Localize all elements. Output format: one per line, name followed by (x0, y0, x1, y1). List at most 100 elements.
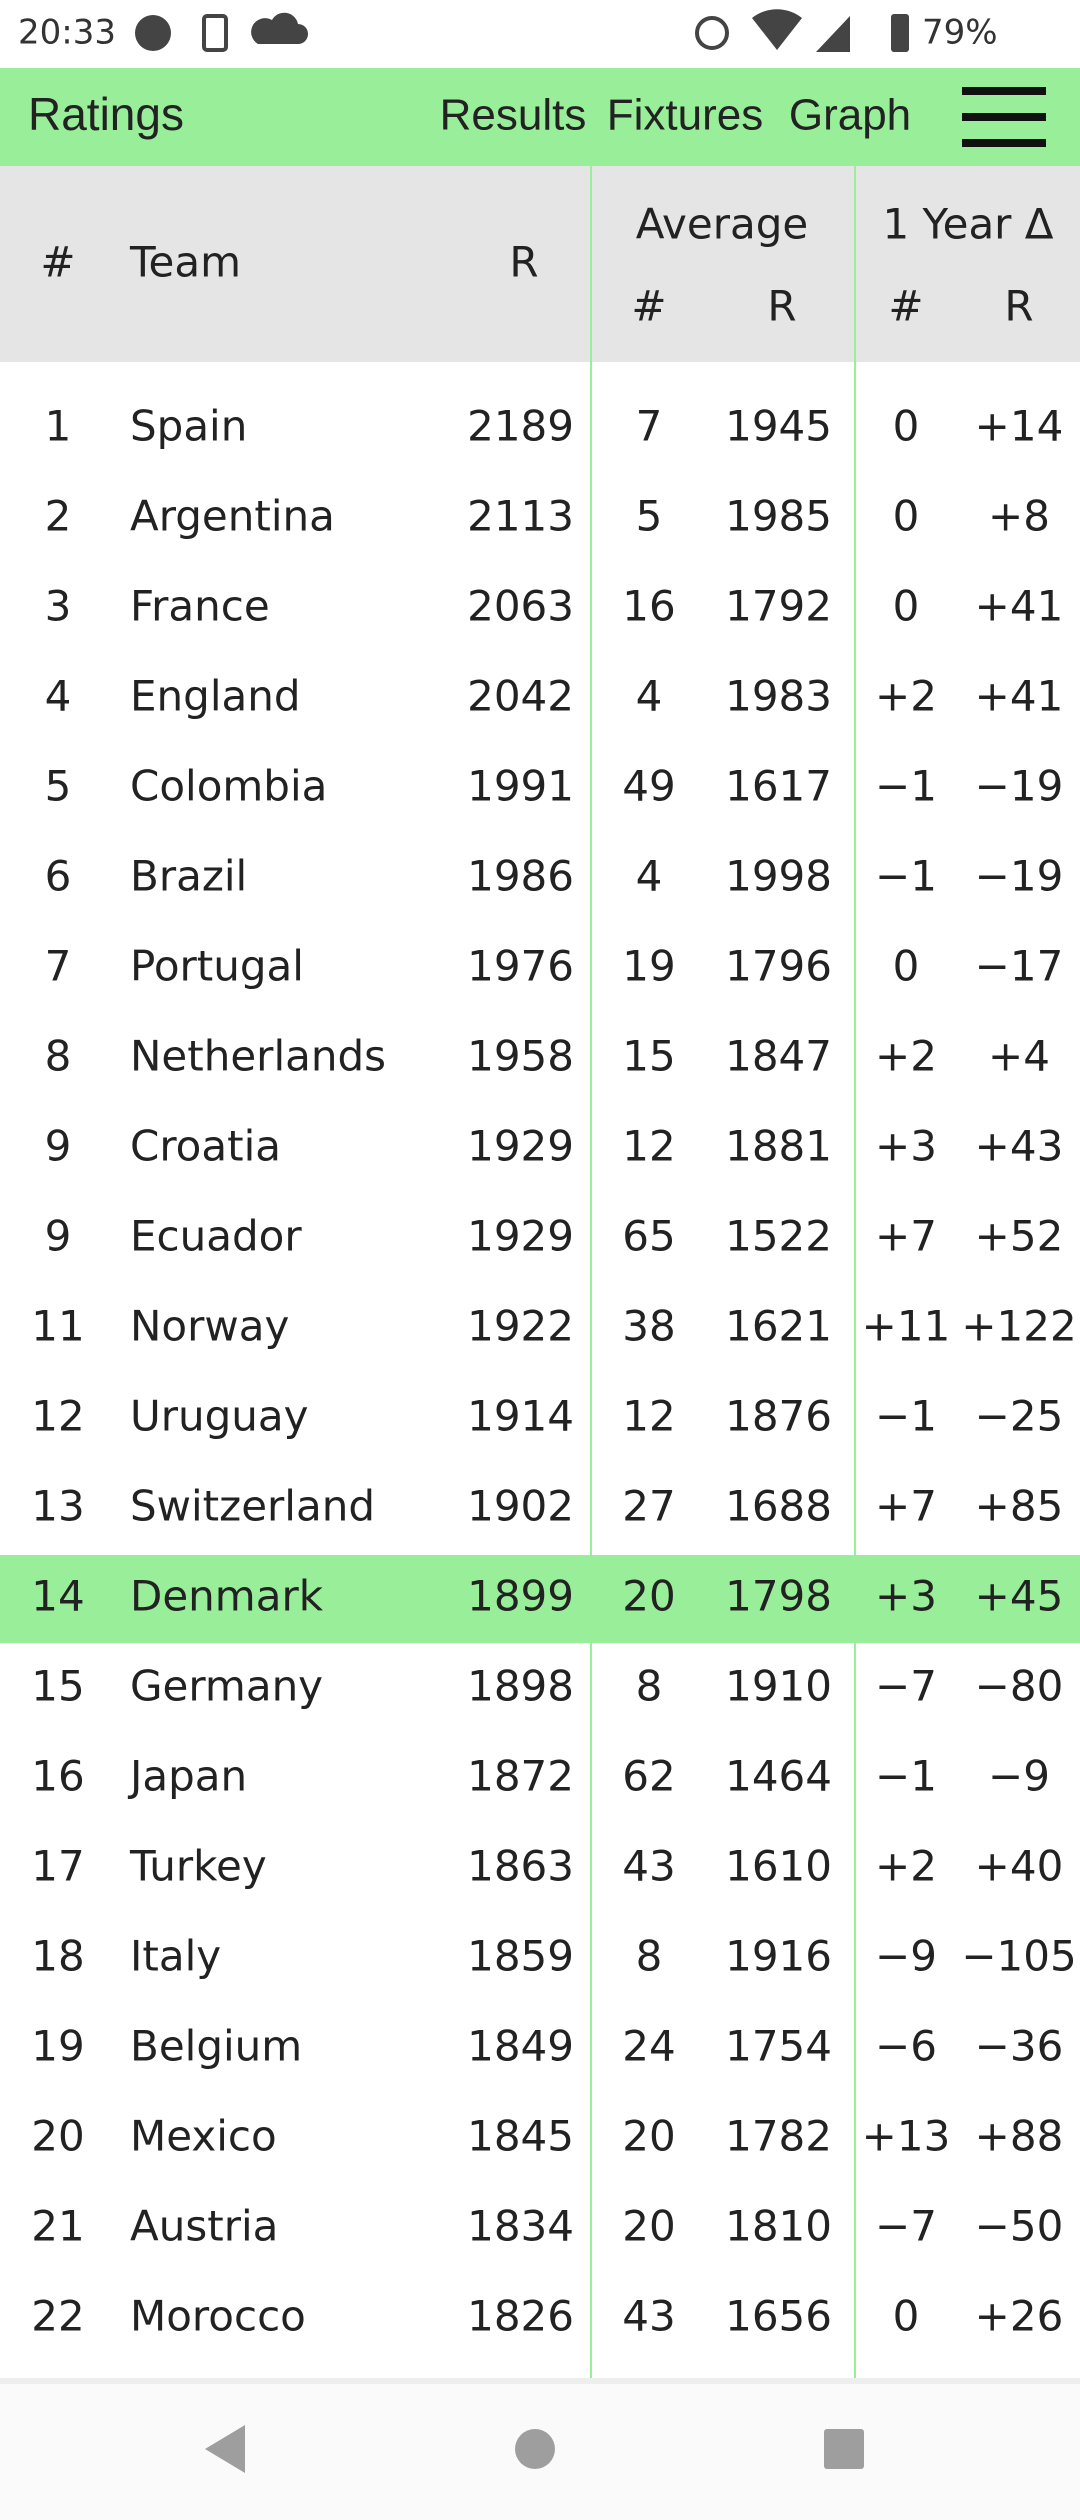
year-rating-change: −25 (975, 1392, 1064, 1441)
avg-rank: 4 (636, 852, 663, 901)
home-button[interactable] (515, 2429, 555, 2469)
rating: 1902 (467, 1482, 574, 1531)
team: Japan (127, 1752, 247, 1801)
avg-rating: 1985 (725, 492, 832, 541)
wifi-icon (752, 9, 802, 51)
year-rank-change: +2 (875, 1842, 937, 1891)
rank: 7 (45, 942, 72, 991)
avg-rating: 1522 (725, 1212, 832, 1261)
back-button[interactable] (205, 2425, 245, 2473)
column-header: 1 Year Δ (882, 200, 1053, 249)
avg-rating: 1796 (725, 942, 832, 991)
avg-rank: 43 (622, 1842, 675, 1891)
rank: 5 (45, 762, 72, 811)
table-header (0, 166, 1080, 362)
nav-link[interactable]: Graph (789, 91, 911, 140)
year-rating-change: −105 (961, 1932, 1076, 1981)
rank: 22 (31, 2292, 84, 2341)
year-rank-change: −1 (875, 1392, 937, 1441)
team: Italy (130, 1932, 221, 1981)
avg-rating: 1847 (725, 1032, 832, 1081)
avg-rank: 12 (622, 1122, 675, 1171)
year-rank-change: −7 (875, 2202, 937, 2251)
recents-button[interactable] (824, 2429, 864, 2469)
avg-rating: 1798 (725, 1572, 832, 1621)
year-rank-change: 0 (893, 942, 920, 991)
rating: 1986 (467, 852, 574, 901)
column-header: R (767, 282, 796, 331)
avg-rating: 1810 (725, 2202, 832, 2251)
year-rank-change: 0 (893, 582, 920, 631)
year-rating-change: −19 (975, 852, 1064, 901)
avg-rating: 1881 (725, 1122, 832, 1171)
avg-rating: 1617 (725, 762, 832, 811)
avg-rating: 1998 (725, 852, 832, 901)
year-rating-change: +45 (975, 1572, 1064, 1621)
team: England (130, 672, 301, 721)
team: France (130, 582, 270, 631)
avg-rank: 4 (636, 672, 663, 721)
year-rank-change: +7 (875, 1212, 937, 1261)
avg-rating: 1688 (725, 1482, 832, 1531)
nav-title[interactable]: Ratings (28, 88, 184, 140)
rank: 13 (31, 1482, 84, 1531)
avg-rank: 16 (622, 582, 675, 631)
rating: 1914 (467, 1392, 574, 1441)
year-rank-change: −9 (875, 1932, 937, 1981)
avg-rating: 1983 (725, 672, 832, 721)
year-rating-change: −9 (988, 1752, 1050, 1801)
rank: 3 (45, 582, 72, 631)
team: Morocco (130, 2292, 306, 2341)
team: Croatia (130, 1122, 281, 1171)
rank: 12 (31, 1392, 84, 1441)
rating: 1929 (467, 1212, 574, 1261)
column-header: R (509, 238, 538, 287)
rank: 6 (45, 852, 72, 901)
team: Mexico (130, 2112, 277, 2161)
rating: 1859 (467, 1932, 574, 1981)
avg-rating: 1610 (725, 1842, 832, 1891)
avg-rank: 27 (622, 1482, 675, 1531)
year-rating-change: +43 (975, 1122, 1064, 1171)
column-header: Team (129, 238, 241, 287)
year-rank-change: 0 (893, 402, 920, 451)
avg-rank: 7 (636, 402, 663, 451)
avg-rank: 43 (622, 2292, 675, 2341)
status-icon (202, 14, 228, 52)
menu-button[interactable] (962, 87, 1046, 147)
avg-rank: 8 (636, 1662, 663, 1711)
avg-rank: 20 (622, 2202, 675, 2251)
team: Switzerland (130, 1482, 375, 1531)
year-rating-change: −19 (975, 762, 1064, 811)
rating: 1863 (467, 1842, 574, 1891)
year-rank-change: −1 (875, 852, 937, 901)
team: Uruguay (130, 1392, 309, 1441)
avg-rank: 8 (636, 1932, 663, 1981)
year-rank-change: −6 (875, 2022, 937, 2071)
rating: 1991 (467, 762, 574, 811)
rank: 16 (31, 1752, 84, 1801)
rating: 1872 (467, 1752, 574, 1801)
nav-link[interactable]: Results (440, 91, 587, 140)
nav-link[interactable]: Fixtures (607, 91, 763, 140)
rank: 15 (31, 1662, 84, 1711)
rating: 2113 (467, 492, 574, 541)
column-header: # (631, 282, 666, 331)
team: Ecuador (130, 1212, 302, 1261)
column-header: R (1004, 282, 1033, 331)
signal-icon (816, 16, 850, 52)
year-rank-change: 0 (893, 492, 920, 541)
team: Norway (130, 1302, 289, 1351)
status-icon (251, 12, 308, 44)
rank: 9 (45, 1212, 72, 1261)
year-rank-change: −1 (875, 762, 937, 811)
status-icon (135, 15, 171, 51)
year-rating-change: +52 (975, 1212, 1064, 1261)
rank: 19 (31, 2022, 84, 2071)
rank: 18 (31, 1932, 84, 1981)
avg-rating: 1910 (725, 1662, 832, 1711)
rating: 2189 (467, 402, 574, 451)
team: Belgium (130, 2022, 302, 2071)
year-rating-change: +88 (975, 2112, 1064, 2161)
